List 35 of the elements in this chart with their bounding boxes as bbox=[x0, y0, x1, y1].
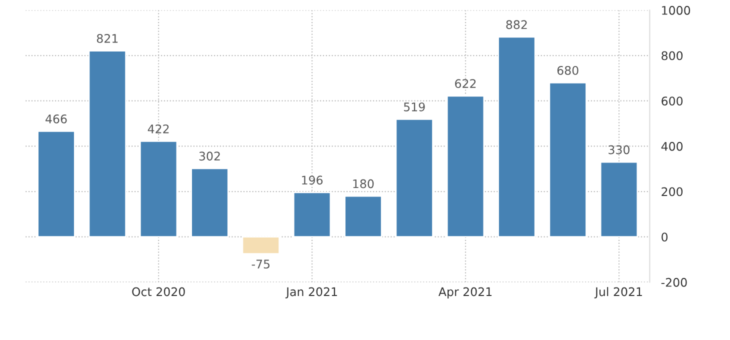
y-tick-label: 1000 bbox=[662, 6, 690, 15]
bar bbox=[88, 50, 127, 238]
y-tick-label: 200 bbox=[662, 187, 683, 196]
data-label: 519 bbox=[404, 102, 425, 112]
data-label: 422 bbox=[148, 124, 169, 134]
bar bbox=[446, 95, 485, 238]
x-tick-label: Apr 2021 bbox=[438, 287, 492, 298]
bar bbox=[139, 140, 178, 238]
x-tick-label: Oct 2020 bbox=[132, 287, 185, 296]
data-label: 330 bbox=[608, 145, 630, 154]
bar bbox=[548, 82, 587, 238]
bar bbox=[498, 36, 536, 238]
bar bbox=[292, 192, 332, 238]
y-tick-label: -200 bbox=[661, 278, 687, 287]
y-tick-label: 800 bbox=[662, 51, 683, 60]
data-label: -75 bbox=[252, 260, 270, 269]
y-tick-label: 600 bbox=[662, 96, 683, 106]
bar bbox=[242, 236, 280, 255]
y-tick-label: 0 bbox=[662, 232, 668, 242]
bar bbox=[344, 195, 382, 238]
data-label: 821 bbox=[96, 34, 118, 43]
x-tick-label: Jul 2021 bbox=[594, 287, 642, 298]
bar bbox=[190, 168, 229, 238]
data-label: 622 bbox=[455, 79, 476, 88]
data-label: 882 bbox=[506, 20, 527, 30]
bar bbox=[600, 161, 638, 238]
data-label: 680 bbox=[557, 66, 578, 75]
bar bbox=[395, 118, 434, 238]
data-label: 180 bbox=[353, 179, 374, 188]
data-label: 302 bbox=[199, 152, 220, 161]
data-label: 466 bbox=[46, 114, 67, 124]
bar bbox=[37, 130, 76, 238]
y-tick-label: 400 bbox=[661, 142, 683, 151]
data-label: 196 bbox=[302, 176, 323, 185]
x-tick-label: Jan 2021 bbox=[285, 287, 337, 298]
